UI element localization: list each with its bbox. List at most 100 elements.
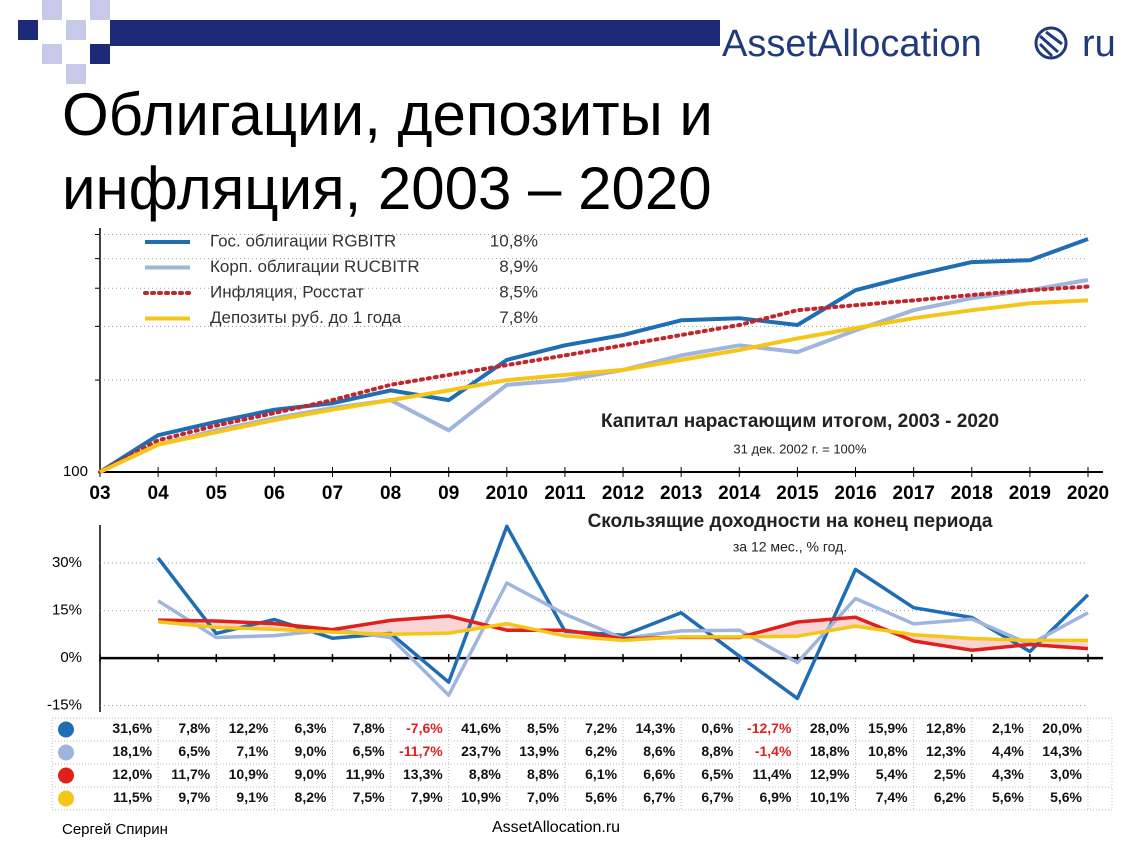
data-label: 7,1% bbox=[236, 743, 268, 759]
legend-label: Инфляция, Росстат bbox=[210, 282, 364, 301]
data-label: 7,2% bbox=[585, 720, 617, 736]
legend-dot bbox=[58, 744, 74, 761]
x-tick-label: 09 bbox=[438, 483, 459, 504]
data-label: 12,2% bbox=[229, 720, 269, 736]
legend-dot bbox=[58, 767, 74, 784]
legend-value: 7,8% bbox=[499, 308, 538, 327]
data-label: 13,3% bbox=[403, 766, 443, 782]
data-label: 18,8% bbox=[810, 743, 850, 759]
legend-label: Гос. облигации RGBITR bbox=[210, 231, 396, 250]
data-label: 6,3% bbox=[295, 720, 327, 736]
data-label: 6,5% bbox=[701, 766, 733, 782]
x-tick-label: 2018 bbox=[951, 483, 993, 504]
deco-square bbox=[90, 44, 110, 64]
data-label: 5,4% bbox=[876, 766, 908, 782]
data-label: 12,0% bbox=[112, 766, 152, 782]
y-tick-label: 100 bbox=[63, 463, 88, 480]
data-label: 11,9% bbox=[346, 766, 385, 782]
data-label: 2,5% bbox=[934, 766, 966, 782]
x-tick-label: 05 bbox=[206, 483, 228, 504]
data-label: 6,7% bbox=[643, 789, 675, 805]
data-label: 12,9% bbox=[810, 766, 850, 782]
data-label: 6,5% bbox=[353, 743, 385, 759]
deco-square bbox=[42, 44, 62, 64]
x-tick-label: 2013 bbox=[660, 483, 702, 504]
x-tick-label: 2011 bbox=[544, 483, 586, 504]
deco-square bbox=[42, 0, 62, 20]
data-label: 8,8% bbox=[527, 766, 559, 782]
data-label: 7,9% bbox=[411, 789, 443, 805]
data-label: 31,6% bbox=[112, 720, 152, 736]
x-tick-label: 2019 bbox=[1009, 483, 1051, 504]
data-label: 8,5% bbox=[527, 720, 559, 736]
data-label: 10,1% bbox=[810, 789, 850, 805]
legend-value: 8,9% bbox=[499, 257, 538, 276]
data-label: 10,9% bbox=[229, 766, 269, 782]
legend-label: Депозиты руб. до 1 года bbox=[210, 308, 402, 327]
y-tick-label: 0% bbox=[60, 649, 82, 666]
data-label: 12,3% bbox=[926, 743, 966, 759]
data-label: 23,7% bbox=[461, 743, 501, 759]
series-line bbox=[99, 298, 1089, 474]
data-label: -12,7% bbox=[747, 720, 792, 736]
x-tick-label: 2015 bbox=[776, 483, 819, 504]
x-tick-label: 06 bbox=[264, 483, 285, 504]
table-row bbox=[51, 740, 1113, 765]
x-tick-label: 2010 bbox=[486, 483, 528, 504]
data-label: 11,4% bbox=[752, 766, 791, 782]
data-label: 10,8% bbox=[868, 743, 908, 759]
data-label: 15,9% bbox=[868, 720, 908, 736]
data-label: 9,7% bbox=[178, 789, 210, 805]
x-tick-label: 03 bbox=[89, 483, 110, 504]
table-row bbox=[51, 763, 1113, 788]
x-tick-label: 2014 bbox=[718, 483, 761, 504]
logo-stripes bbox=[1038, 30, 1063, 58]
series-line bbox=[98, 284, 1090, 474]
x-tick-label: 2020 bbox=[1067, 483, 1109, 504]
data-label: 7,8% bbox=[353, 720, 385, 736]
logo-icon bbox=[1034, 26, 1068, 60]
data-label: 6,2% bbox=[585, 743, 617, 759]
data-label: 6,6% bbox=[643, 766, 675, 782]
chart-title: Капитал нарастающим итогом, 2003 - 2020 bbox=[601, 411, 999, 432]
data-label: 6,2% bbox=[934, 789, 966, 805]
data-label: 8,6% bbox=[643, 743, 675, 759]
data-label: 4,3% bbox=[992, 766, 1024, 782]
data-label: 5,6% bbox=[1050, 789, 1082, 805]
data-label: 7,5% bbox=[353, 789, 385, 805]
data-label: 10,9% bbox=[461, 789, 501, 805]
deco-square bbox=[66, 64, 86, 84]
legend-dot bbox=[58, 790, 74, 807]
data-label: 14,3% bbox=[1042, 743, 1082, 759]
data-label: 5,6% bbox=[585, 789, 617, 805]
data-label: 9,1% bbox=[236, 789, 268, 805]
slide-title: Облигации, депозиты и инфляция, 2003 – 2… bbox=[62, 81, 713, 222]
x-tick-label: 04 bbox=[148, 483, 170, 504]
data-label: 0,6% bbox=[701, 720, 733, 736]
data-label: 7,8% bbox=[178, 720, 210, 736]
data-label: 7,0% bbox=[527, 789, 559, 805]
chart-subtitle: 31 дек. 2002 г. = 100% bbox=[733, 441, 867, 456]
data-label: 9,0% bbox=[295, 766, 327, 782]
x-tick-label: 2017 bbox=[893, 483, 935, 504]
data-label: 11,5% bbox=[113, 789, 152, 805]
x-tick-label: 2016 bbox=[834, 483, 876, 504]
x-tick-label: 2012 bbox=[602, 483, 644, 504]
data-label: 3,0% bbox=[1050, 766, 1082, 782]
data-label: 7,4% bbox=[876, 789, 908, 805]
deco-square bbox=[90, 0, 110, 20]
series-line bbox=[156, 524, 1090, 701]
data-label: 2,1% bbox=[992, 720, 1024, 736]
table-row bbox=[51, 786, 1113, 811]
deco-square bbox=[66, 20, 86, 40]
data-label: 14,3% bbox=[635, 720, 675, 736]
data-label: -7,6% bbox=[406, 720, 443, 736]
data-label: 6,9% bbox=[759, 789, 791, 805]
series-line bbox=[98, 237, 1089, 474]
data-label: 28,0% bbox=[810, 720, 850, 736]
data-label: 6,7% bbox=[701, 789, 733, 805]
series-line bbox=[157, 619, 1088, 643]
legend-label: Корп. облигации RUCBITR bbox=[210, 257, 420, 276]
